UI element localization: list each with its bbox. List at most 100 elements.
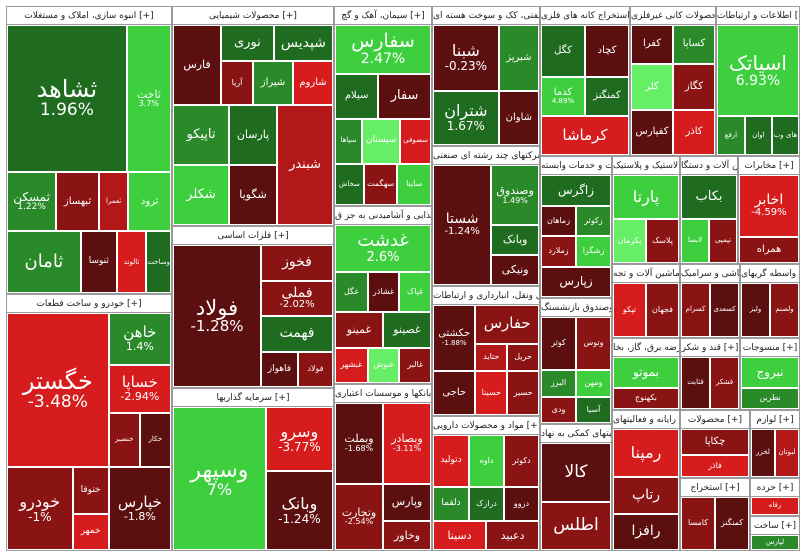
stock-tile[interactable]: شپدیس (273, 25, 333, 61)
stock-tile[interactable]: حریل (507, 343, 539, 371)
stock-tile[interactable]: شبندر (277, 105, 333, 225)
stock-tile[interactable]: تپمپی (709, 219, 737, 263)
stock-tile[interactable]: بکهنوج (613, 388, 679, 409)
stock-tile[interactable]: پکرمان (613, 219, 646, 263)
stock-tile[interactable]: همراه (739, 236, 799, 263)
stock-tile[interactable]: شاروم (293, 61, 333, 105)
stock-tile[interactable]: شبریز (498, 25, 539, 91)
sector-header[interactable]: قند و شکر [+] (681, 339, 739, 357)
stock-tile[interactable]: کسرام (681, 283, 710, 337)
sector-header[interactable]: حمل ونقل، انبارداری و ارتباطات [+] (433, 287, 539, 305)
sector-header[interactable]: سیمان، آهک و گچ [+] (335, 7, 431, 25)
stock-tile[interactable]: قشکر (710, 357, 739, 409)
sector-header[interactable]: فعالیتهای کمکی به نهاد [+] (541, 425, 611, 443)
stock-tile[interactable]: خنصیر (108, 412, 140, 468)
stock-tile[interactable]: سصوفی (400, 118, 431, 164)
stock-tile[interactable]: ونیکی (491, 255, 539, 285)
stock-tile[interactable]: وسپهر 7% (173, 407, 266, 550)
stock-tile[interactable]: غدشت 2.6% (335, 225, 431, 273)
stock-tile[interactable]: سهگمت (363, 163, 398, 205)
sector-header[interactable]: استخراج [+] (681, 479, 749, 497)
stock-tile[interactable]: فولاد (297, 351, 333, 387)
stock-tile[interactable]: ولصنم (770, 283, 799, 337)
stock-tile[interactable]: غالبر (399, 348, 431, 383)
stock-tile[interactable]: تپکو (613, 283, 646, 337)
stock-tile[interactable]: پلاسک (646, 219, 679, 263)
stock-tile[interactable]: خگستر -3.48% (7, 313, 109, 468)
sector-header[interactable]: ساخت [+] (751, 517, 799, 535)
stock-tile[interactable]: شکلر (173, 165, 229, 225)
stock-tile[interactable]: خپارس -1.8% (108, 467, 171, 550)
stock-tile[interactable]: وخاور (383, 520, 431, 550)
stock-tile[interactable]: نبروج (741, 357, 799, 389)
stock-tile[interactable]: حتاید (475, 343, 508, 371)
stock-tile[interactable]: کالا (541, 443, 611, 502)
sector-header[interactable]: منسوجات [+] (741, 339, 799, 357)
stock-tile[interactable]: خساپا -2.94% (108, 365, 171, 413)
stock-tile[interactable]: کدما 4.89% (541, 77, 585, 116)
sector-header[interactable]: کاشی و سرامیک [+] (681, 265, 739, 283)
sector-header[interactable]: استخراج کانه های فلزی [+] (541, 7, 629, 25)
sector-header[interactable]: خودرو و ساخت قطعات [+] (7, 295, 171, 313)
stock-tile[interactable]: زملارد (541, 236, 576, 267)
stock-tile[interactable]: نطرین (741, 388, 799, 409)
stock-tile[interactable]: خودرو -1% (7, 467, 73, 550)
stock-tile[interactable]: سپاها (335, 118, 362, 164)
stock-tile[interactable]: سیلام (335, 73, 379, 119)
stock-tile[interactable]: بکاب (681, 175, 737, 219)
stock-tile[interactable]: نوری (221, 25, 274, 61)
stock-tile[interactable]: کامسا (681, 497, 715, 550)
stock-tile[interactable]: وصندوق 1.49% (491, 165, 539, 225)
sector-header[interactable]: محصولات [+] (681, 411, 749, 429)
stock-tile[interactable]: سخاش (335, 163, 364, 205)
stock-tile[interactable]: کگاز (673, 64, 715, 110)
stock-tile[interactable]: کچاد (585, 25, 629, 77)
stock-tile[interactable]: سفارس 2.47% (335, 25, 431, 74)
stock-tile[interactable]: دکوثر (504, 435, 539, 487)
stock-tile[interactable]: چکاپا (681, 429, 749, 456)
stock-tile[interactable]: حسینا (475, 371, 508, 415)
stock-tile[interactable]: کمنگنز (715, 497, 749, 550)
stock-tile[interactable]: غصینو (383, 311, 431, 349)
stock-tile[interactable]: سفار (378, 73, 431, 119)
stock-tile[interactable]: وبملت -1.68% (335, 403, 383, 484)
stock-tile[interactable]: زکوثر (576, 205, 611, 236)
stock-tile[interactable]: حسیر (507, 371, 539, 415)
sector-header[interactable]: انبوه سازی، املاک و مستغلات [+] (7, 7, 171, 25)
sector-header[interactable]: رایانه و فعالیتهای [+] (613, 411, 679, 429)
stock-tile[interactable]: ومهن (576, 370, 611, 397)
stock-tile[interactable]: حاجی (433, 371, 476, 415)
stock-tile[interactable]: فاذر (681, 455, 749, 477)
stock-tile[interactable]: آریا (221, 61, 253, 105)
stock-tile[interactable]: ارفع (717, 116, 745, 155)
stock-tile[interactable]: فاهواز (261, 351, 298, 387)
stock-tile[interactable]: شیراز (253, 61, 293, 105)
stock-tile[interactable]: کرماشا (541, 116, 629, 155)
stock-tile[interactable]: شتران 1.67% (433, 91, 499, 145)
sector-header[interactable]: مخابرات [+] (739, 157, 799, 175)
stock-tile[interactable]: درازک (469, 486, 504, 522)
stock-tile[interactable]: ثالوند (116, 231, 147, 293)
sector-header[interactable]: سرمایه گذاریها [+] (173, 389, 333, 407)
stock-tile[interactable]: وتجارت -2.54% (335, 483, 383, 550)
stock-tile[interactable]: حکشتی -1.88% (433, 305, 476, 371)
sector-header[interactable]: اطلاعات و ارتباطات [+] (717, 7, 799, 25)
stock-tile[interactable]: خاهن 1.4% (108, 313, 171, 366)
stock-tile[interactable]: ثرود (128, 172, 171, 232)
stock-tile[interactable]: ثمسکن 1.22% (7, 172, 57, 232)
stock-tile[interactable]: وپارس (383, 483, 431, 521)
sector-header[interactable]: بانکها و موسسات اعتباری [+] (335, 385, 431, 403)
stock-tile[interactable]: پارتا (613, 175, 679, 219)
stock-tile[interactable]: ودی (541, 396, 576, 423)
stock-tile[interactable]: رتاپ (613, 477, 679, 514)
stock-tile[interactable]: غپاک (399, 272, 431, 312)
stock-tile[interactable]: کسعدی (710, 283, 739, 337)
stock-tile[interactable]: غمینو (335, 311, 383, 349)
sector-header[interactable]: خرده [+] (751, 479, 799, 497)
stock-tile[interactable]: خمهر (72, 514, 109, 550)
stock-tile[interactable]: سیستان (361, 118, 401, 164)
sector-header[interactable]: ماشین آلات و دستگا [+] (681, 157, 737, 175)
sector-header[interactable]: لوازم [+] (751, 411, 799, 429)
stock-tile[interactable]: فخوز (261, 245, 333, 281)
stock-tile[interactable]: داوه (469, 435, 504, 487)
